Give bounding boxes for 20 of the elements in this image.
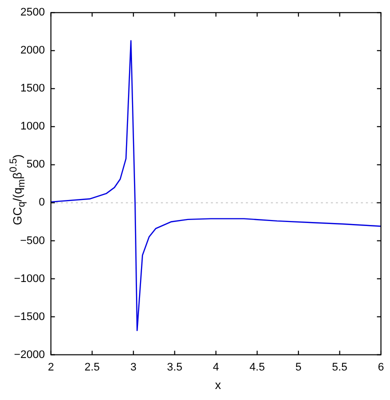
x-tick-label: 2.5: [84, 361, 100, 374]
y-tick-label: −2000: [14, 348, 45, 361]
y-tick-label: 500: [26, 158, 45, 171]
x-tick-label: 4: [212, 361, 219, 374]
y-tick-label: 0: [38, 196, 45, 209]
x-tick-label: 4.5: [250, 361, 265, 374]
y-tick-label: 2500: [20, 6, 45, 19]
x-tick-label: 6: [378, 361, 384, 374]
y-tick-label: 2000: [20, 44, 45, 57]
x-axis-title: x: [214, 378, 222, 392]
x-tick-label: 3.5: [167, 361, 182, 374]
x-tick-label: 5.5: [332, 361, 348, 374]
y-tick-label: −1500: [14, 310, 45, 323]
x-tick-label: 5: [295, 361, 302, 374]
x-tick-label: 3: [130, 361, 136, 374]
y-tick-label: −1000: [14, 272, 45, 285]
y-tick-label: 1000: [20, 120, 45, 133]
x-tick-label: 2: [48, 361, 54, 374]
y-tick-label: −500: [20, 234, 45, 247]
y-tick-label: 1500: [20, 82, 45, 95]
